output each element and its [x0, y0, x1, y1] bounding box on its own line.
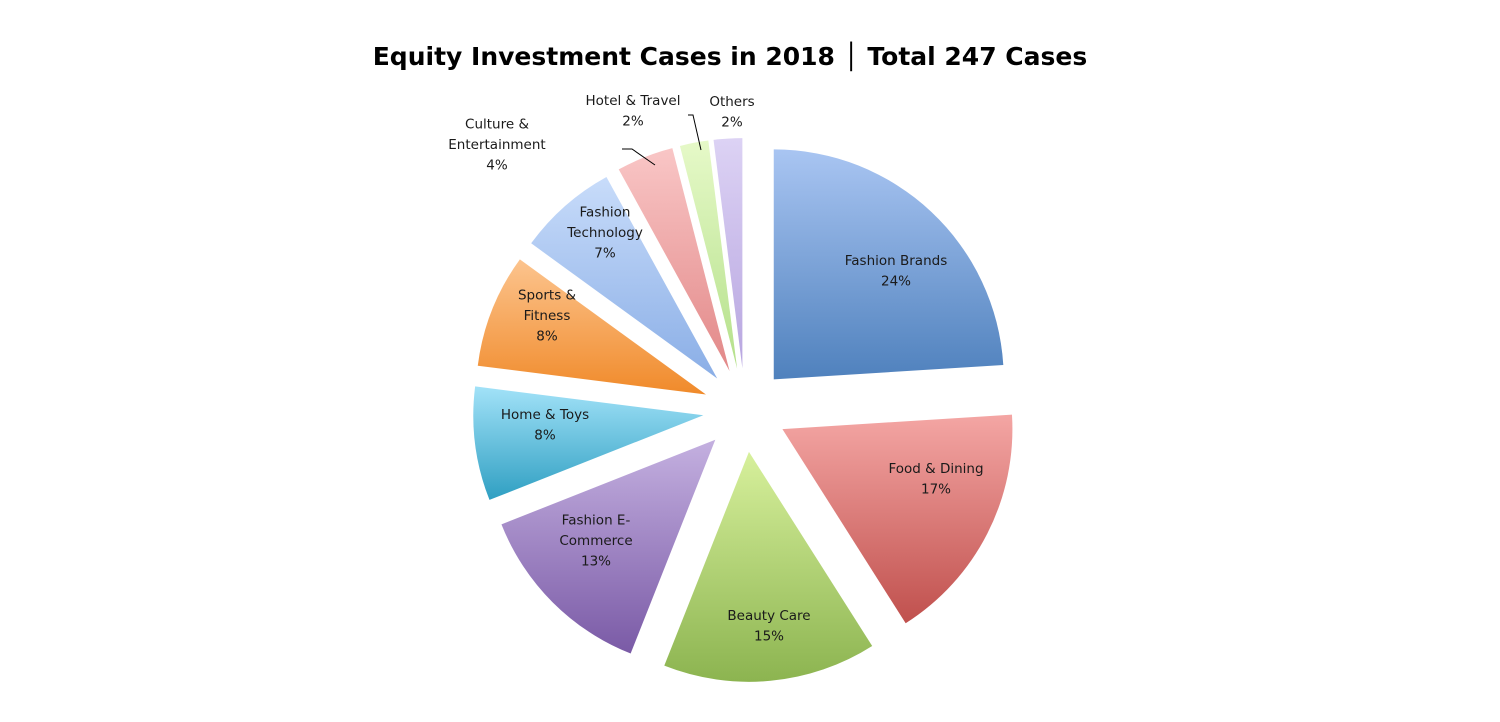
slice-label: Fashion E-Commerce 13% [559, 513, 632, 570]
pie-slice-culture-entertainment [618, 148, 730, 371]
slice-label: Culture & Entertainment 4% [448, 117, 545, 174]
slice-label: Hotel & Travel 2% [585, 93, 680, 130]
leader-line [622, 148, 656, 166]
pie-slice-food-dining [782, 414, 1013, 624]
pie-slice-fashion-brands [773, 149, 1004, 380]
pie-slice-hotel-travel [679, 140, 738, 369]
pie-slice-others [713, 138, 743, 369]
pie-slice-fashion-e-commerce [501, 439, 716, 654]
slice-label: Beauty Care 15% [727, 608, 810, 645]
leader-line [688, 114, 702, 151]
slice-label: Home & Toys 8% [501, 407, 589, 444]
pie-slice-sports-fitness [477, 259, 706, 395]
slice-label: Food & Dining 17% [888, 461, 983, 498]
slice-label: Fashion Technology 7% [566, 205, 643, 262]
pie-slice-beauty-care [664, 451, 873, 682]
pie-slice-fashion-technology [531, 176, 718, 379]
slice-label: Sports & Fitness 8% [518, 288, 577, 345]
chart-title: Equity Investment Cases in 2018 │ Total … [372, 42, 1088, 71]
slice-label: Others 2% [709, 94, 754, 131]
pie-slice-home-toys [473, 386, 704, 500]
slice-label: Fashion Brands 24% [845, 253, 948, 290]
